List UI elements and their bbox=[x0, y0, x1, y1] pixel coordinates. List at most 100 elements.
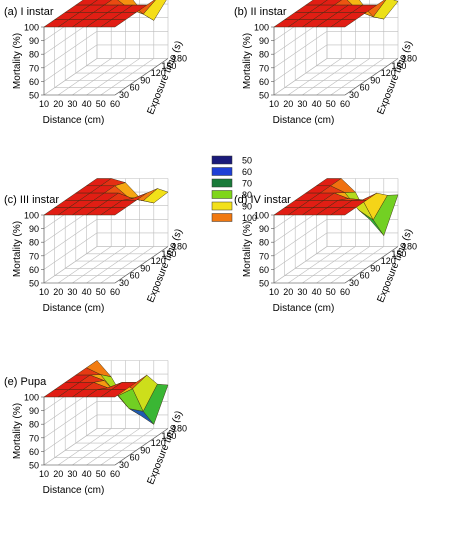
x-tick-label: 60 bbox=[110, 469, 120, 479]
x-tick-label: 50 bbox=[96, 469, 106, 479]
y-tick-label: 90 bbox=[370, 75, 380, 85]
z-tick-label: 60 bbox=[29, 77, 39, 87]
y-tick-label: 120 bbox=[381, 68, 396, 78]
x-tick-label: 30 bbox=[67, 469, 77, 479]
z-tick-label: 100 bbox=[254, 211, 269, 221]
y-tick-label: 180 bbox=[402, 242, 417, 252]
x-axis-title: Distance (cm) bbox=[43, 485, 105, 496]
y-tick-label: 90 bbox=[140, 75, 150, 85]
z-tick-label: 50 bbox=[29, 91, 39, 101]
z-tick-label: 70 bbox=[29, 251, 39, 261]
x-tick-label: 20 bbox=[283, 99, 293, 109]
legend-label: 90 bbox=[242, 202, 252, 212]
z-tick-label: 80 bbox=[259, 238, 269, 248]
x-tick-label: 10 bbox=[269, 287, 279, 297]
surface-patch bbox=[142, 0, 167, 21]
y-tick-label: 180 bbox=[172, 424, 187, 434]
x-tick-label: 40 bbox=[82, 99, 92, 109]
x-tick-label: 20 bbox=[53, 287, 63, 297]
z-tick-label: 50 bbox=[259, 91, 269, 101]
y-tick-label: 30 bbox=[119, 460, 129, 470]
z-tick-label: 50 bbox=[259, 279, 269, 289]
y-tick-label: 60 bbox=[130, 453, 140, 463]
z-tick-label: 90 bbox=[29, 224, 39, 234]
panel-title: (a) I instar bbox=[4, 6, 54, 18]
x-tick-label: 50 bbox=[326, 287, 336, 297]
z-tick-label: 70 bbox=[29, 433, 39, 443]
panel-title: (c) III instar bbox=[4, 194, 59, 206]
z-tick-label: 80 bbox=[29, 420, 39, 430]
x-tick-label: 20 bbox=[283, 287, 293, 297]
x-tick-label: 60 bbox=[340, 287, 350, 297]
legend-swatch bbox=[211, 201, 233, 211]
z-tick-label: 70 bbox=[29, 63, 39, 73]
y-tick-label: 30 bbox=[119, 278, 129, 288]
x-tick-label: 10 bbox=[39, 469, 49, 479]
legend-label: 100 bbox=[242, 213, 257, 223]
z-tick-label: 100 bbox=[24, 211, 39, 221]
x-tick-label: 20 bbox=[53, 99, 63, 109]
z-tick-label: 90 bbox=[29, 406, 39, 416]
y-tick-label: 150 bbox=[391, 249, 406, 259]
z-axis-title: Mortality (%) bbox=[242, 33, 253, 89]
x-axis-title: Distance (cm) bbox=[273, 303, 335, 314]
z-tick-label: 50 bbox=[29, 461, 39, 471]
legend-label: 50 bbox=[242, 156, 252, 166]
x-tick-label: 30 bbox=[297, 287, 307, 297]
x-tick-label: 40 bbox=[82, 469, 92, 479]
panel-title: (e) Pupa bbox=[4, 376, 47, 388]
y-tick-label: 180 bbox=[402, 54, 417, 64]
z-tick-label: 60 bbox=[259, 77, 269, 87]
legend-label: 80 bbox=[242, 190, 252, 200]
x-tick-label: 60 bbox=[340, 99, 350, 109]
y-tick-label: 180 bbox=[172, 54, 187, 64]
y-tick-label: 150 bbox=[161, 431, 176, 441]
y-tick-label: 120 bbox=[151, 68, 166, 78]
y-tick-label: 180 bbox=[172, 242, 187, 252]
y-tick-label: 60 bbox=[130, 271, 140, 281]
z-tick-label: 100 bbox=[254, 23, 269, 33]
legend-label: 70 bbox=[242, 179, 252, 189]
legend-swatch bbox=[211, 178, 233, 188]
y-tick-label: 90 bbox=[140, 263, 150, 273]
y-tick-label: 90 bbox=[140, 445, 150, 455]
y-tick-label: 30 bbox=[119, 90, 129, 100]
surface-patch bbox=[330, 207, 357, 216]
x-tick-label: 60 bbox=[110, 287, 120, 297]
z-axis-title: Mortality (%) bbox=[12, 221, 23, 277]
x-tick-label: 50 bbox=[96, 287, 106, 297]
y-tick-label: 150 bbox=[391, 61, 406, 71]
panel-title: (b) II instar bbox=[234, 6, 287, 18]
z-axis-title: Mortality (%) bbox=[242, 221, 253, 277]
z-tick-label: 70 bbox=[259, 251, 269, 261]
y-tick-label: 30 bbox=[349, 90, 359, 100]
z-axis-title: Mortality (%) bbox=[12, 33, 23, 89]
z-tick-label: 70 bbox=[259, 63, 269, 73]
panel-title: (d) IV instar bbox=[234, 194, 291, 206]
surface-patch bbox=[100, 19, 127, 28]
x-tick-label: 30 bbox=[297, 99, 307, 109]
x-tick-label: 10 bbox=[39, 99, 49, 109]
x-tick-label: 10 bbox=[39, 287, 49, 297]
x-axis-title: Distance (cm) bbox=[273, 115, 335, 126]
x-tick-label: 40 bbox=[312, 99, 322, 109]
y-tick-label: 120 bbox=[151, 438, 166, 448]
z-tick-label: 90 bbox=[29, 36, 39, 46]
y-tick-label: 30 bbox=[349, 278, 359, 288]
z-tick-label: 100 bbox=[24, 23, 39, 33]
y-tick-label: 60 bbox=[360, 271, 370, 281]
surface-patch bbox=[330, 19, 357, 28]
y-tick-label: 90 bbox=[370, 263, 380, 273]
x-tick-label: 10 bbox=[269, 99, 279, 109]
x-tick-label: 40 bbox=[312, 287, 322, 297]
y-tick-label: 120 bbox=[151, 256, 166, 266]
surface-patch bbox=[100, 207, 127, 216]
y-tick-label: 120 bbox=[381, 256, 396, 266]
z-tick-label: 90 bbox=[259, 36, 269, 46]
x-tick-label: 30 bbox=[67, 99, 77, 109]
